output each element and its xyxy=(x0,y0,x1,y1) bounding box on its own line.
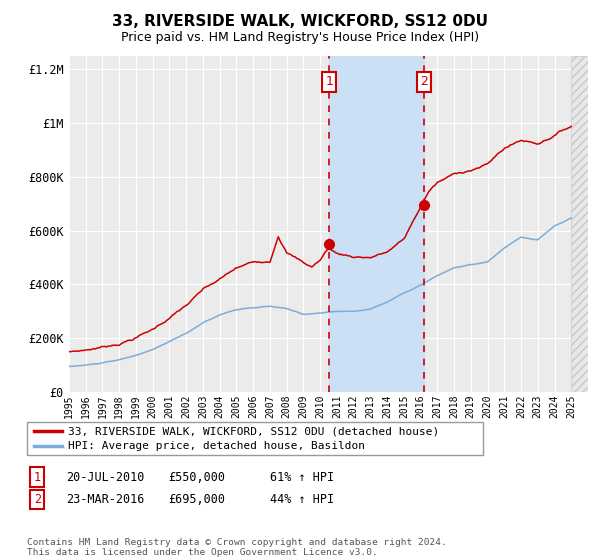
Text: 1: 1 xyxy=(325,76,333,88)
Text: Price paid vs. HM Land Registry's House Price Index (HPI): Price paid vs. HM Land Registry's House … xyxy=(121,31,479,44)
Text: 23-MAR-2016: 23-MAR-2016 xyxy=(66,493,145,506)
Text: Contains HM Land Registry data © Crown copyright and database right 2024.
This d: Contains HM Land Registry data © Crown c… xyxy=(27,538,447,557)
Text: 33, RIVERSIDE WALK, WICKFORD, SS12 0DU (detached house): 33, RIVERSIDE WALK, WICKFORD, SS12 0DU (… xyxy=(68,426,439,436)
Text: HPI: Average price, detached house, Basildon: HPI: Average price, detached house, Basi… xyxy=(68,441,365,451)
Text: £695,000: £695,000 xyxy=(168,493,225,506)
Text: 1: 1 xyxy=(34,470,41,484)
Text: 61% ↑ HPI: 61% ↑ HPI xyxy=(270,470,334,484)
Text: 2: 2 xyxy=(420,76,428,88)
Bar xyxy=(329,56,424,392)
Text: £550,000: £550,000 xyxy=(168,470,225,484)
Text: 44% ↑ HPI: 44% ↑ HPI xyxy=(270,493,334,506)
Text: 20-JUL-2010: 20-JUL-2010 xyxy=(66,470,145,484)
Text: 2: 2 xyxy=(34,493,41,506)
Text: 33, RIVERSIDE WALK, WICKFORD, SS12 0DU: 33, RIVERSIDE WALK, WICKFORD, SS12 0DU xyxy=(112,14,488,29)
